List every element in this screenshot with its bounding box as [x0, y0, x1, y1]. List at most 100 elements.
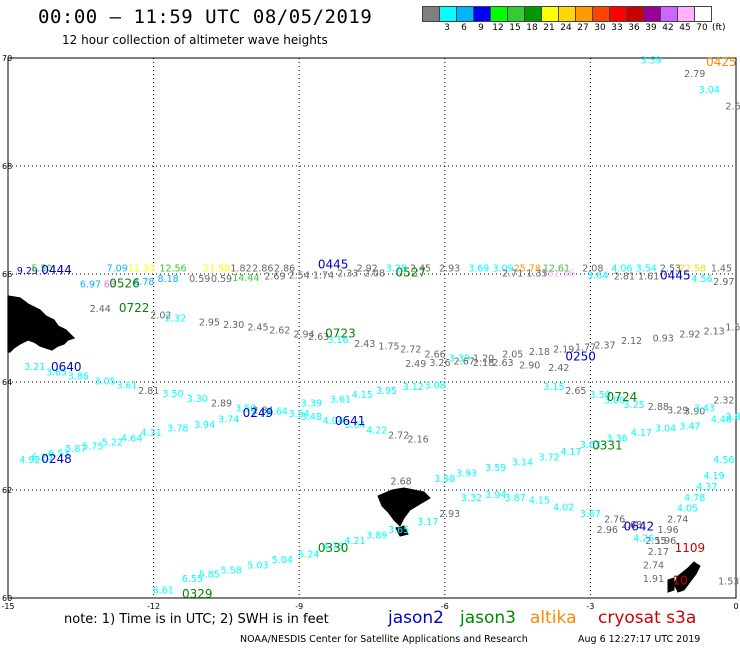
color-scale-label: 45 [679, 23, 691, 33]
wave-height-value: 3.29 [667, 405, 688, 416]
map-title: 00:00 – 11:59 UTC 08/05/2019 [38, 6, 373, 28]
wave-height-value: 1.58 [725, 323, 740, 334]
legend-entry-3: cryosat s3a [598, 608, 697, 628]
wave-height-value: 1.96 [655, 536, 676, 547]
wave-height-value: 2.93 [439, 509, 460, 520]
pass-time-label: 10 [673, 574, 688, 588]
wave-height-value: 2.63 [308, 332, 329, 343]
wave-height-value: 2.65 [565, 386, 586, 397]
wave-height-value: 3.28 [386, 263, 407, 274]
wave-height-value: 2.02 [150, 310, 171, 321]
wave-height-value: 2.71 [502, 269, 523, 280]
wave-height-value: 1.53 [718, 577, 739, 588]
iceland-fjords [13, 311, 43, 339]
wave-height-value: 6.78 [133, 277, 154, 288]
wave-height-value: 4.15 [529, 496, 550, 507]
wave-height-value: 2.93 [439, 263, 460, 274]
color-scale-label: 12 [492, 23, 504, 33]
wave-height-value: 3.15 [543, 382, 564, 393]
wave-height-value: 2.45 [410, 263, 431, 274]
wave-height-value: 4.17 [560, 447, 581, 458]
wave-height-value: 1.45 [711, 263, 732, 274]
wave-height-value: 3.21 [24, 362, 45, 373]
track: 0723 [325, 327, 356, 341]
track: 4.926.206.535.875.755.224.644.31 3.78 3.94… [19, 380, 445, 466]
wave-height-value: 3.98 [434, 474, 455, 485]
track: 1109 [675, 541, 706, 555]
wave-height-value: 4.64 [121, 433, 142, 444]
wave-height-value: 3.30 [187, 394, 208, 405]
wave-height-value: 52.56 [548, 269, 575, 280]
lat-tick-label: 64 [2, 378, 12, 387]
wave-height-value: 2.74 [667, 514, 688, 525]
pass-time-label: 0722 [119, 301, 150, 315]
wave-height-value: 2.72 [388, 431, 409, 442]
wave-height-value: 5.85 [199, 569, 220, 580]
wave-height-value: 3.78 [167, 424, 188, 435]
pass-time-label: 0526 [109, 277, 140, 291]
wave-height-value: 2.33 [337, 269, 358, 280]
pass-time-label: 0445 [660, 268, 691, 282]
wave-height-value: 3.59 [640, 55, 661, 66]
wave-height-value: 3.93 [456, 469, 477, 480]
lon-tick-label: -12 [147, 602, 160, 611]
wave-height-value: 2.19 [553, 344, 574, 355]
legend-entry-2: altika [530, 608, 577, 628]
track: 2.44 2.022.32 2.95 2.30 2.45 2.62 2.942.633.16… [90, 301, 740, 365]
lon-tick-label: -15 [1, 602, 14, 611]
color-swatch [694, 6, 712, 22]
wave-height-value: 3.67 [580, 509, 601, 520]
wave-height-value: 3.59 [235, 404, 256, 415]
wave-height-value: 3.48 [301, 412, 322, 423]
wave-height-value: 2.44 [90, 304, 111, 315]
wave-height-value: 2.66 [425, 350, 446, 361]
wave-height-value: 4.17 [631, 428, 652, 439]
pass-time-label: 0250 [565, 349, 596, 363]
wave-height-value: 3.61 [330, 395, 351, 406]
wave-height-value: 2.97 [713, 277, 734, 288]
credit-line: NOAA/NESDIS Center for Satellite Applica… [240, 634, 528, 645]
track: 0641 [335, 414, 366, 428]
wave-height-value: 2.16 [408, 434, 429, 445]
wave-height-value: 2.89 [211, 398, 232, 409]
color-scale-label: 15 [509, 23, 521, 33]
lat-tick-label: 62 [2, 486, 12, 495]
lon-tick-label: -6 [441, 602, 449, 611]
color-scale-label: 36 [628, 23, 640, 33]
track: 2.762.682.964.261.962.744.054.784.374.19… [597, 455, 739, 588]
lon-tick-label: 0 [733, 602, 738, 611]
wave-height-value: 3.16 [327, 335, 348, 346]
wave-height-value: 2.18 [473, 358, 494, 369]
wave-height-value: 6.61 [153, 586, 174, 597]
wave-height-value: 2.42 [548, 363, 569, 374]
wave-height-value: 2.67 [454, 357, 475, 368]
track: 0250 [565, 349, 596, 363]
wave-height-value: 6.97 [80, 280, 101, 291]
color-scale-label: 70 [696, 23, 708, 33]
wave-height-value: 2.62 [269, 325, 290, 336]
wave-height-value: 4.21 [344, 536, 365, 547]
track: 3.59 2.79 3.04 2.69 0425 [640, 55, 740, 112]
wave-height-value: 4.37 [696, 482, 717, 493]
color-scale-label: 39 [645, 23, 657, 33]
wave-height-value: 3.94 [485, 490, 506, 501]
wave-height-value: 2.32 [713, 396, 734, 407]
wave-height-value: 3.32 [461, 493, 482, 504]
wave-height-value: 3.50 [162, 389, 183, 400]
track: 3.15 2.65 3.503.003.25 2.883.293.903.432.32… [543, 382, 734, 417]
wave-height-value: 1.20 [473, 353, 494, 364]
wave-height-value: 5.50 [31, 263, 52, 274]
pass-time-label: 0425 [706, 55, 737, 69]
wave-height-value: 2.74 [643, 560, 664, 571]
wave-height-value: 3.64 [267, 406, 288, 417]
wave-height-value: 3.17 [417, 517, 438, 528]
wave-height-value: 3.00 [604, 396, 625, 407]
wave-height-value: 5.03 [247, 560, 268, 571]
wave-height-value: 1.75 [378, 342, 399, 353]
wave-height-value: 2.08 [364, 269, 385, 280]
wave-height-value: 3.95 [376, 386, 397, 397]
wave-height-value: 3.64 [587, 270, 608, 281]
wave-height-value: 3.04 [655, 424, 676, 435]
